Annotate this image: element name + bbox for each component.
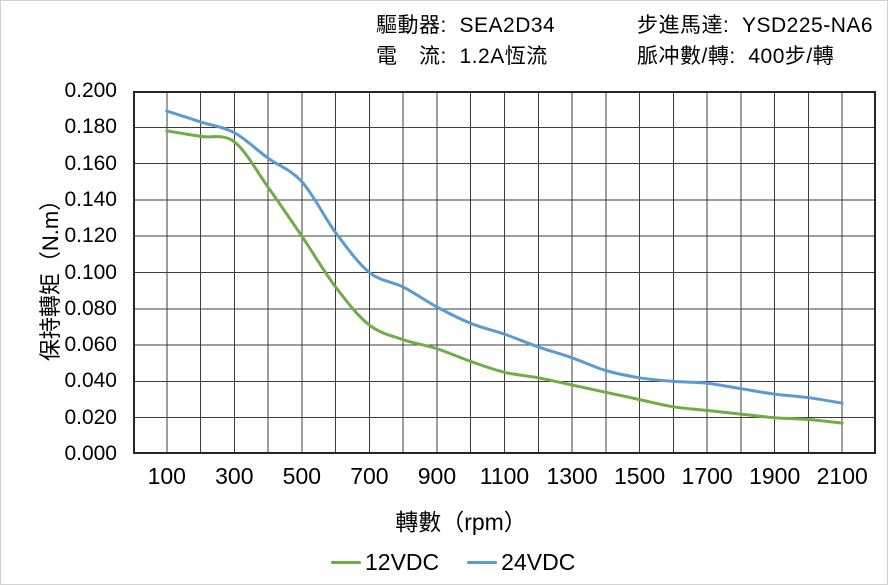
y-tick-label: 0.040 [64, 369, 117, 393]
spec-pulses: 脈冲數/轉: 400步/轉 [637, 45, 835, 68]
x-tick-label: 2100 [816, 463, 868, 489]
y-tick-label: 0.140 [64, 187, 117, 211]
y-tick-label: 0.060 [64, 333, 117, 357]
legend-line-icon [467, 560, 498, 564]
x-tick-label: 500 [282, 463, 322, 489]
y-tick-label: 0.100 [64, 260, 117, 284]
legend-item-24vdc: 24VDC [467, 549, 575, 575]
gridlines [133, 91, 876, 454]
y-tick-label: 0.000 [64, 442, 117, 465]
x-tick-label: 100 [147, 463, 186, 489]
x-tick-label: 1700 [681, 463, 733, 489]
curve-12vdc [165, 129, 844, 425]
y-tick-label: 0.200 [64, 79, 117, 102]
x-tick-label: 900 [417, 463, 457, 489]
spec-current: 電 流: 1.2A恆流 [376, 45, 548, 68]
x-tick-label: 1500 [613, 463, 666, 489]
x-tick-label: 700 [350, 463, 389, 489]
legend-line-icon [331, 560, 361, 564]
y-tick-label: 0.020 [64, 405, 117, 429]
plot-border [133, 91, 876, 454]
spec-driver: 驅動器: SEA2D34 [376, 14, 556, 37]
y-tick-label: 0.180 [64, 115, 117, 139]
x-axis-title: 轉數（rpm） [395, 509, 527, 535]
legend-label: 12VDC [365, 549, 440, 575]
x-tick-label: 300 [215, 463, 254, 489]
y-tick-label: 0.080 [64, 296, 117, 320]
data-curves [165, 109, 844, 425]
legend-label: 24VDC [501, 549, 576, 575]
x-tick-label: 1300 [546, 463, 598, 489]
spec-motor: 步進馬達: YSD225-NA6 [637, 14, 874, 37]
x-tick-label: 1900 [749, 463, 801, 489]
y-tick-label: 0.160 [64, 151, 117, 175]
y-tick-label: 0.120 [64, 224, 117, 248]
legend-item-12vdc: 12VDC [331, 549, 439, 575]
x-tick-label: 1100 [479, 463, 530, 489]
curve-24vdc [165, 109, 844, 405]
plot-area [133, 91, 876, 454]
legend: 12VDC 24VDC [331, 549, 575, 575]
